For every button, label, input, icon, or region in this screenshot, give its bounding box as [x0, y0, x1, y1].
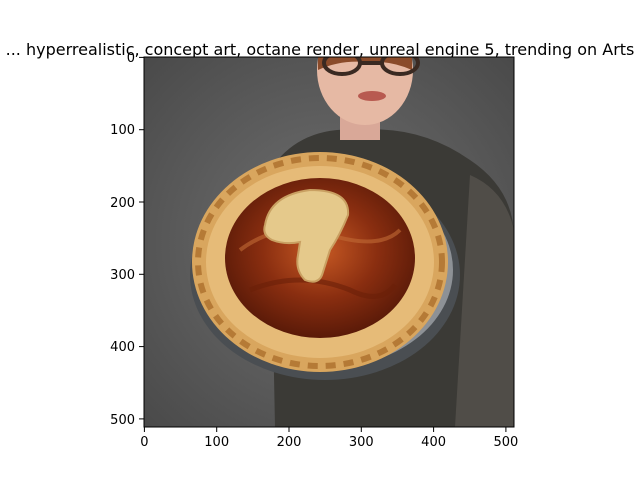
image-content	[144, 57, 514, 427]
glasses-shape	[322, 57, 420, 76]
pastry-topping	[263, 188, 350, 283]
x-tick-label: 100	[204, 435, 229, 450]
y-tick-label: 200	[110, 196, 135, 211]
y-tick-label: 0	[127, 51, 135, 66]
x-tick-label: 300	[349, 435, 374, 450]
lips-shape	[358, 91, 386, 101]
x-tick-label: 400	[421, 435, 446, 450]
y-tick-marks	[139, 56, 144, 420]
figure-title: ... hyperrealistic, concept art, octane …	[5, 40, 635, 59]
x-tick-label: 500	[493, 435, 518, 450]
x-tick-label: 0	[140, 435, 148, 450]
x-tick-label: 200	[277, 435, 302, 450]
y-tick-label: 100	[110, 123, 135, 138]
axes-frame	[143, 56, 515, 428]
y-tick-label: 500	[110, 413, 135, 428]
x-tick-marks	[143, 427, 507, 432]
y-tick-label: 300	[110, 268, 135, 283]
y-tick-label: 400	[110, 340, 135, 355]
hair-shape	[318, 57, 412, 70]
